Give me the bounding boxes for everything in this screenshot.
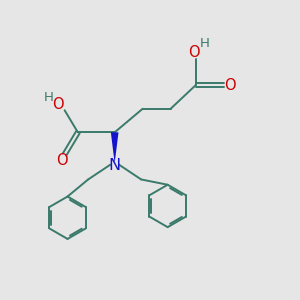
- Text: O: O: [188, 45, 200, 60]
- Text: H: H: [44, 92, 53, 104]
- Text: O: O: [56, 153, 68, 168]
- Text: O: O: [224, 78, 236, 93]
- Text: O: O: [52, 98, 64, 112]
- Text: N: N: [109, 158, 121, 173]
- Polygon shape: [111, 132, 119, 163]
- Text: H: H: [200, 37, 209, 50]
